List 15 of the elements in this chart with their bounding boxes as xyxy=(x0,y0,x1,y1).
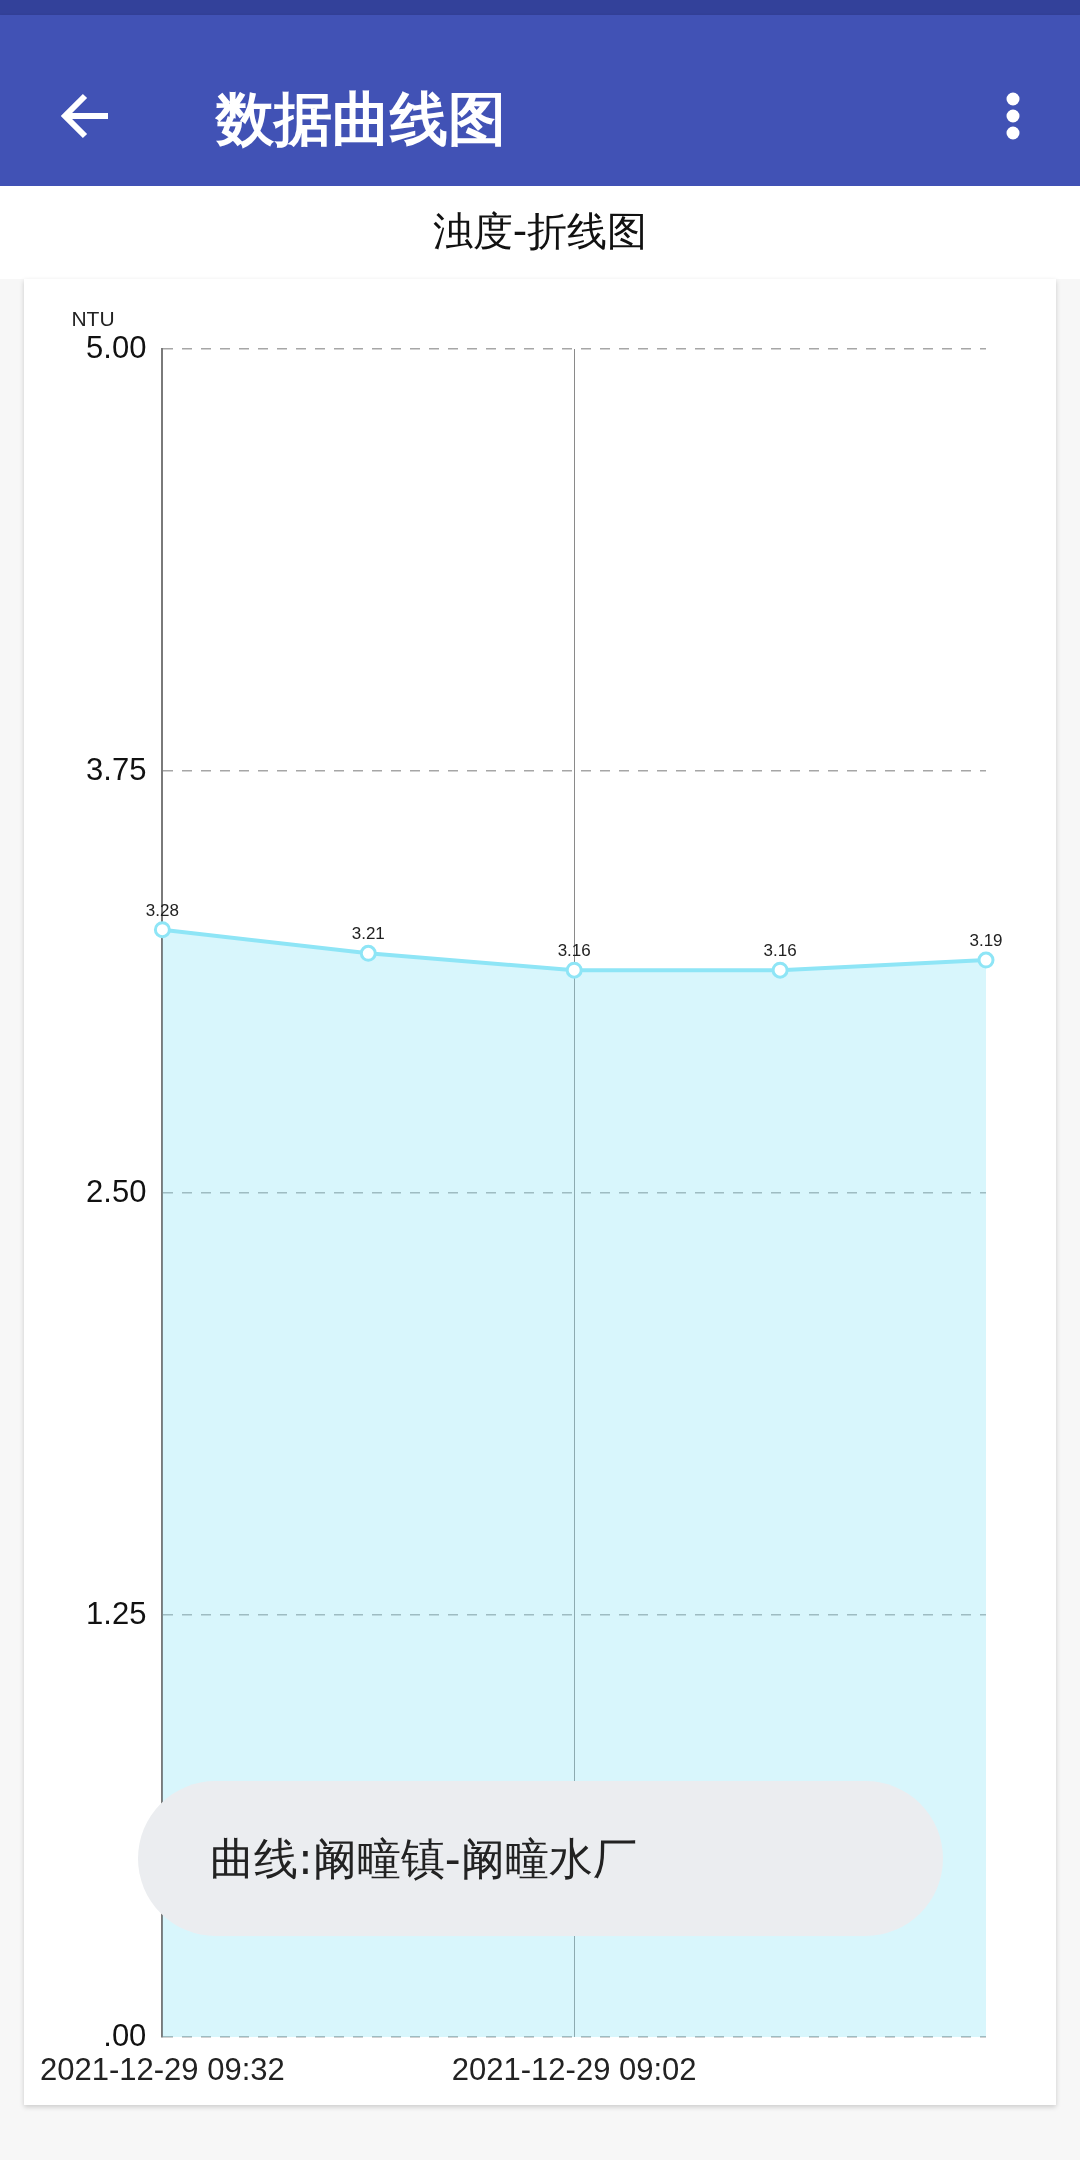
y-tick-label: 5.00 xyxy=(86,329,147,365)
y-tick-label: 1.25 xyxy=(86,1595,147,1631)
chart-title: 数据曲线图 xyxy=(216,85,506,153)
data-label: 3.16 xyxy=(763,941,797,961)
data-label: 3.21 xyxy=(351,924,385,944)
x-tick-label: 2021-12-29 09:32 xyxy=(40,2052,285,2088)
y-tick-label: 2.50 xyxy=(86,1173,147,1209)
y-tick-label: 3.75 xyxy=(86,751,147,787)
data-label: 3.16 xyxy=(557,941,591,961)
chart-subtitle: 浊度-折线图 xyxy=(431,207,649,256)
y-axis-title: NTU xyxy=(71,307,115,330)
annotation: 曲线:阚疃镇-阚疃水厂 xyxy=(210,1832,637,1886)
x-tick-label: 2021-12-29 09:02 xyxy=(451,2052,697,2088)
data-label: 3.19 xyxy=(969,931,1003,951)
y-tick-label: .00 xyxy=(103,2017,147,2053)
